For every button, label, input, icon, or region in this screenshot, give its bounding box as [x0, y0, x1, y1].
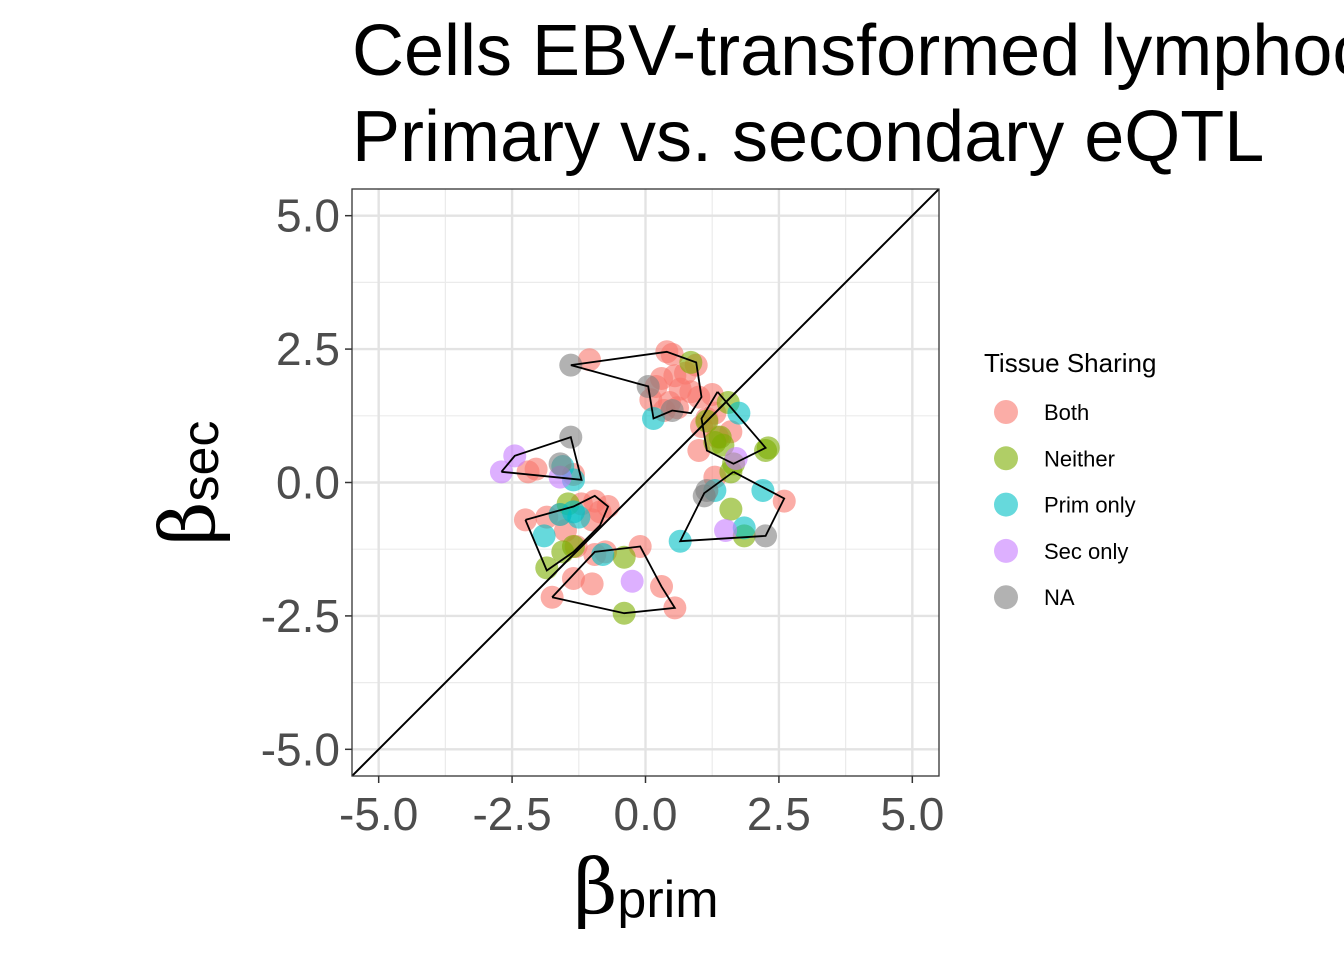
- y-tick-label: 2.5: [276, 323, 340, 375]
- data-point-neither: [612, 545, 636, 569]
- x-axis-symbol: β: [573, 842, 617, 931]
- legend-key-prim-only: [994, 492, 1018, 517]
- hull-polygon: [500, 435, 583, 481]
- legend-key-neither: [994, 446, 1018, 471]
- x-axis-title: βprim: [573, 842, 718, 931]
- plot-area: [352, 189, 939, 776]
- data-point-prim-only: [732, 516, 756, 540]
- reference-line-group: [352, 189, 939, 776]
- data-point-prim-only: [567, 505, 591, 529]
- legend-title: Tissue Sharing: [984, 348, 1156, 378]
- y-tick-label: 5.0: [276, 190, 340, 242]
- data-point-both: [577, 348, 601, 372]
- y-tick-label: -2.5: [261, 590, 340, 642]
- x-tick-label: -2.5: [472, 788, 551, 840]
- data-point-neither: [719, 497, 743, 521]
- legend-key-na: [994, 585, 1018, 610]
- chart-title-line-1: Cells EBV-transformed lymphocytes: [352, 11, 1344, 91]
- data-point-both: [524, 457, 548, 481]
- data-point-both: [580, 572, 604, 596]
- x-axis-subscript: prim: [617, 871, 718, 929]
- data-point-neither: [679, 350, 703, 374]
- data-point-both: [772, 489, 796, 513]
- hull-polygon: [551, 545, 677, 615]
- x-tick-label: 5.0: [880, 788, 944, 840]
- data-point-sec-only: [724, 446, 748, 470]
- x-tick-label: 0.0: [614, 788, 678, 840]
- legend: Tissue Sharing Both Neither Prim only Sec o…: [984, 348, 1156, 610]
- data-point-sec-only: [620, 569, 644, 593]
- legend-label: Neither: [1044, 446, 1115, 471]
- axis-ticks: -5.0 -2.5 0.0 2.5 5.0 -5.0 -2.5 0.0 2.5 5.0: [261, 190, 945, 840]
- hull-polygon: [678, 471, 786, 543]
- legend-label: Prim only: [1044, 493, 1136, 518]
- legend-items: Both Neither Prim only Sec only NA: [994, 400, 1136, 610]
- y-axis-subscript: sec: [172, 421, 230, 502]
- y-tick-label: -5.0: [261, 723, 340, 775]
- hull-polygons: [500, 350, 786, 615]
- x-tick-label: 2.5: [747, 788, 811, 840]
- data-point-na: [548, 452, 572, 476]
- hull-polygon: [570, 350, 703, 420]
- data-point-neither: [754, 438, 778, 462]
- data-point-prim-only: [548, 503, 572, 527]
- legend-label: Sec only: [1044, 539, 1128, 564]
- y-axis-symbol: β: [143, 501, 232, 545]
- legend-key-sec-only: [994, 538, 1018, 563]
- identity-line: [352, 189, 939, 776]
- data-point-neither: [535, 556, 559, 580]
- data-point-neither: [551, 540, 575, 564]
- legend-label: Both: [1044, 400, 1089, 425]
- chart-title-line-2: Primary vs. secondary eQTL: [352, 97, 1265, 177]
- hull-polygon: [524, 494, 610, 572]
- y-axis-title: βsec: [143, 421, 232, 546]
- data-point-prim-only: [591, 543, 615, 567]
- hull-polygon: [700, 391, 768, 465]
- data-point-na: [559, 353, 583, 377]
- legend-key-both: [994, 400, 1018, 424]
- legend-label: NA: [1044, 585, 1075, 610]
- data-point-prim-only: [727, 401, 751, 425]
- x-tick-label: -5.0: [339, 788, 418, 840]
- chart-title: Cells EBV-transformed lymphocytes Primar…: [352, 8, 1344, 180]
- data-point-prim-only: [532, 524, 556, 548]
- data-point-sec-only: [714, 519, 738, 543]
- y-tick-label: 0.0: [276, 457, 340, 509]
- data-point-both: [561, 567, 585, 591]
